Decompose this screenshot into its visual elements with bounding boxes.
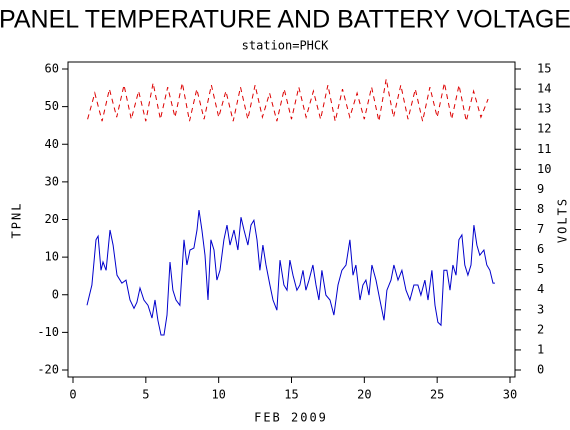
x-tick-label: 15: [284, 388, 298, 402]
y2-tick-label: 14: [537, 82, 551, 96]
x-tick-label: 25: [430, 388, 444, 402]
chart-title: PANEL TEMPERATURE AND BATTERY VOLTAGE: [0, 6, 570, 34]
y-tick-label: 20: [45, 212, 59, 226]
chart-subtitle: station=PHCK: [242, 39, 329, 53]
y2-tick-label: 2: [537, 322, 544, 336]
y-tick-label: 0: [52, 287, 59, 301]
x-tick-label: 0: [69, 388, 76, 402]
y2-tick-label: 13: [537, 102, 551, 116]
y2-tick-label: 1: [537, 342, 544, 356]
y-tick-label: 10: [45, 250, 59, 264]
y2-tick-label: 6: [537, 242, 544, 256]
y-tick-label: 60: [45, 62, 59, 76]
y2-tick-label: 11: [537, 142, 551, 156]
y2-tick-label: 10: [537, 162, 551, 176]
y2-tick-label: 5: [537, 262, 544, 276]
y2-tick-label: 15: [537, 62, 551, 76]
y-tick-label: 40: [45, 137, 59, 151]
y2-tick-label: 4: [537, 282, 544, 296]
y2-tick-label: 9: [537, 182, 544, 196]
y2-tick-label: 7: [537, 222, 544, 236]
x-tick-label: 30: [503, 388, 517, 402]
y-tick-label: -20: [37, 363, 59, 377]
plot-frame: [67, 61, 516, 378]
y2-axis-label: VOLTS: [556, 197, 570, 243]
x-tick-label: 5: [142, 388, 149, 402]
y-tick-label: 30: [45, 174, 59, 188]
x-axis-label: FEB 2009: [254, 411, 328, 425]
x-tick-label: 20: [357, 388, 371, 402]
y2-tick-label: 12: [537, 122, 551, 136]
y2-tick-label: 3: [537, 302, 544, 316]
x-tick-label: 10: [211, 388, 225, 402]
series-line: [87, 78, 489, 122]
y2-tick-label: 0: [537, 363, 544, 377]
y2-tick-label: 8: [537, 202, 544, 216]
series-line: [86, 210, 495, 336]
y-tick-label: 50: [45, 99, 59, 113]
y-tick-label: -10: [37, 325, 59, 339]
y-axis-label: TPNL: [10, 202, 24, 239]
